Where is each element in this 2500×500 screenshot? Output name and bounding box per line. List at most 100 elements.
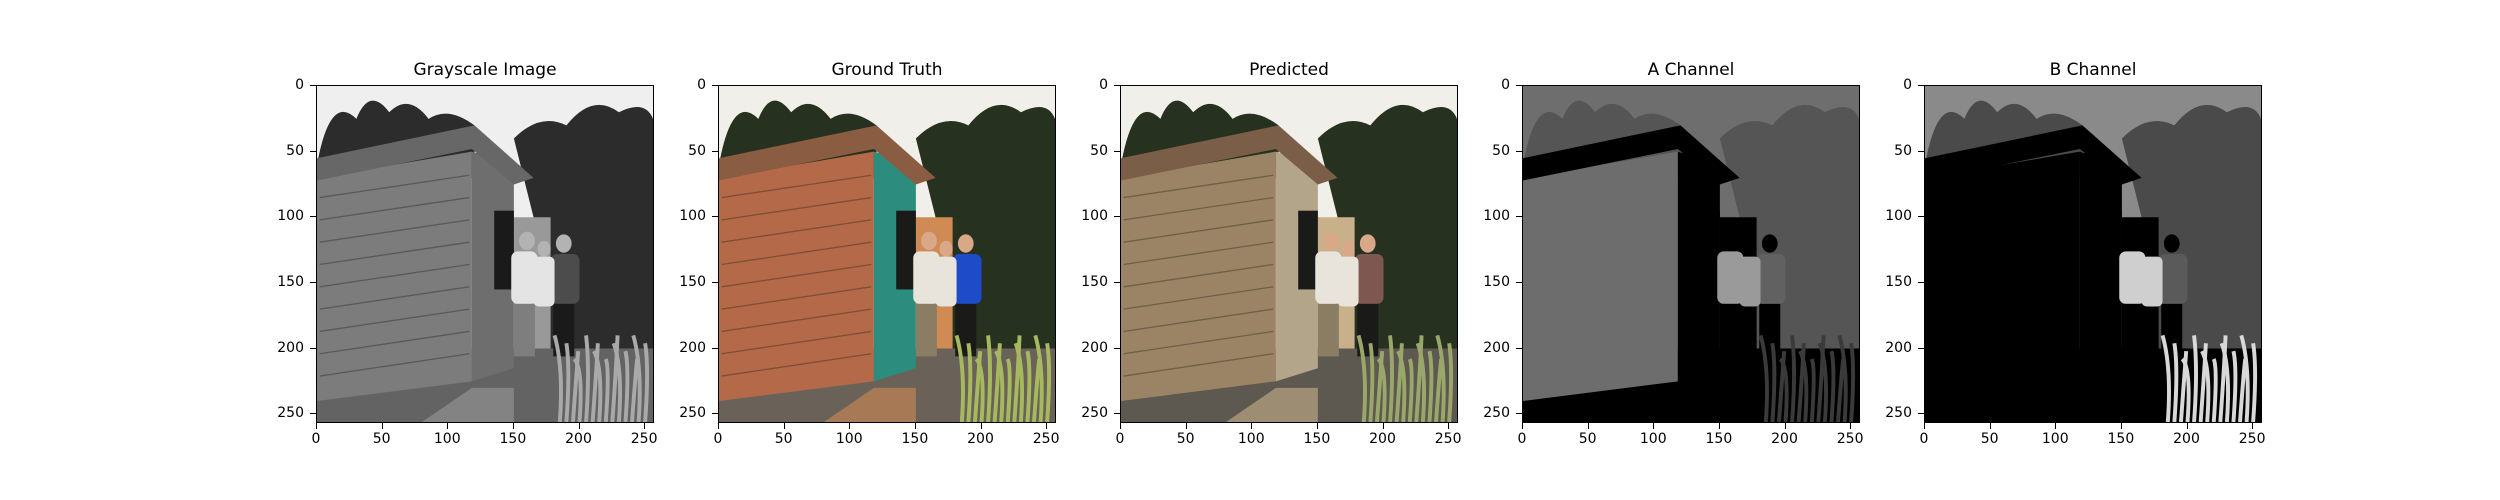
x-tick-mark [578, 423, 580, 429]
y-tick-label: 250 [277, 405, 304, 422]
y-tick-mark [1114, 347, 1120, 349]
x-tick-label: 100 [2041, 431, 2069, 447]
y-tick-label: 50 [1090, 142, 1108, 159]
x-tick-label: 0 [311, 431, 321, 447]
y-tick-label: 50 [1894, 142, 1912, 159]
y-tick-mark [712, 216, 718, 218]
x-tick-label: 50 [1176, 431, 1195, 447]
y-tick-label: 100 [1483, 208, 1510, 225]
y-tick-mark [712, 413, 718, 415]
y-tick-mark [1516, 281, 1522, 283]
x-tick-label: 0 [1517, 431, 1527, 447]
panel-title: B Channel [2049, 60, 2137, 80]
y-tick-mark [712, 347, 718, 349]
x-tick-label: 150 [499, 431, 527, 447]
x-tick-mark [1316, 423, 1318, 429]
panel-title: A Channel [1647, 60, 1735, 80]
x-tick-mark [718, 423, 719, 429]
x-tick-label: 100 [1237, 431, 1265, 447]
image-panel: A Channel 0 50 100 150 200 250 0 50 100 150 200 250 [1483, 0, 1942, 500]
y-tick-label: 100 [679, 208, 706, 225]
y-tick-mark [1114, 216, 1120, 218]
y-tick-label: 250 [1081, 405, 1108, 422]
x-tick-mark [1924, 423, 1925, 429]
image-panel: Predicted 0 50 100 150 200 250 0 50 100 150 200 250 [1081, 0, 1540, 500]
image-axes [718, 85, 1056, 423]
scene-image [1121, 86, 1457, 422]
y-tick-mark [310, 413, 316, 415]
x-tick-mark [1046, 423, 1048, 429]
image-axes [316, 85, 654, 423]
image-panel: B Channel 0 50 100 150 200 250 0 50 100 150 200 250 [1885, 0, 2344, 500]
y-tick-label: 200 [1483, 339, 1510, 356]
x-tick-mark [1448, 423, 1450, 429]
x-tick-mark [316, 423, 317, 429]
y-tick-mark [1918, 281, 1924, 283]
y-tick-label: 250 [1885, 405, 1912, 422]
x-tick-mark [980, 423, 982, 429]
y-tick-mark [310, 85, 316, 86]
y-tick-label: 150 [277, 273, 304, 290]
y-tick-mark [1114, 150, 1120, 152]
y-tick-mark [1516, 216, 1522, 218]
scene-image [719, 86, 1055, 422]
x-tick-mark [512, 423, 514, 429]
x-tick-label: 250 [1434, 431, 1462, 447]
x-tick-mark [381, 423, 383, 429]
y-tick-mark [1516, 413, 1522, 415]
y-tick-mark [712, 281, 718, 283]
y-tick-mark [1918, 413, 1924, 415]
x-tick-mark [1382, 423, 1384, 429]
x-tick-label: 250 [1032, 431, 1060, 447]
x-tick-label: 50 [1980, 431, 1999, 447]
x-tick-mark [1653, 423, 1655, 429]
y-tick-label: 100 [1081, 208, 1108, 225]
y-tick-label: 250 [679, 405, 706, 422]
x-tick-mark [1251, 423, 1253, 429]
y-tick-label: 100 [277, 208, 304, 225]
x-tick-mark [1718, 423, 1720, 429]
y-tick-label: 0 [295, 77, 304, 93]
y-tick-label: 0 [1099, 77, 1108, 93]
y-tick-label: 200 [277, 339, 304, 356]
image-axes [1522, 85, 1860, 423]
y-tick-mark [1918, 85, 1924, 86]
scene-image [1925, 86, 2261, 422]
x-tick-mark [1185, 423, 1187, 429]
y-tick-label: 150 [1483, 273, 1510, 290]
x-tick-mark [914, 423, 916, 429]
x-tick-label: 150 [2107, 431, 2135, 447]
y-tick-mark [1516, 85, 1522, 86]
y-tick-label: 50 [286, 142, 304, 159]
y-tick-label: 150 [679, 273, 706, 290]
y-tick-label: 0 [697, 77, 706, 93]
y-tick-label: 250 [1483, 405, 1510, 422]
x-tick-mark [1587, 423, 1589, 429]
image-axes [1120, 85, 1458, 423]
x-tick-label: 100 [835, 431, 863, 447]
scene-image [1523, 86, 1859, 422]
x-tick-mark [447, 423, 449, 429]
y-tick-label: 50 [688, 142, 706, 159]
x-tick-label: 150 [1705, 431, 1733, 447]
image-axes [1924, 85, 2262, 423]
x-tick-label: 150 [1303, 431, 1331, 447]
x-tick-label: 0 [1919, 431, 1929, 447]
y-tick-label: 0 [1501, 77, 1510, 93]
y-tick-mark [1918, 150, 1924, 152]
panel-title: Grayscale Image [413, 60, 557, 80]
x-tick-label: 200 [565, 431, 592, 447]
x-tick-label: 50 [372, 431, 391, 447]
y-tick-mark [1516, 347, 1522, 349]
image-panel: Grayscale Image 0 50 100 150 200 250 0 50 100 150 2… [277, 0, 736, 500]
x-tick-label: 100 [433, 431, 461, 447]
y-tick-label: 200 [1081, 339, 1108, 356]
x-tick-mark [2120, 423, 2122, 429]
x-tick-label: 200 [967, 431, 994, 447]
x-tick-mark [1989, 423, 1991, 429]
y-tick-mark [1918, 216, 1924, 218]
y-tick-mark [1114, 281, 1120, 283]
y-tick-label: 100 [1885, 208, 1912, 225]
x-tick-mark [2186, 423, 2188, 429]
x-tick-mark [1522, 423, 1523, 429]
